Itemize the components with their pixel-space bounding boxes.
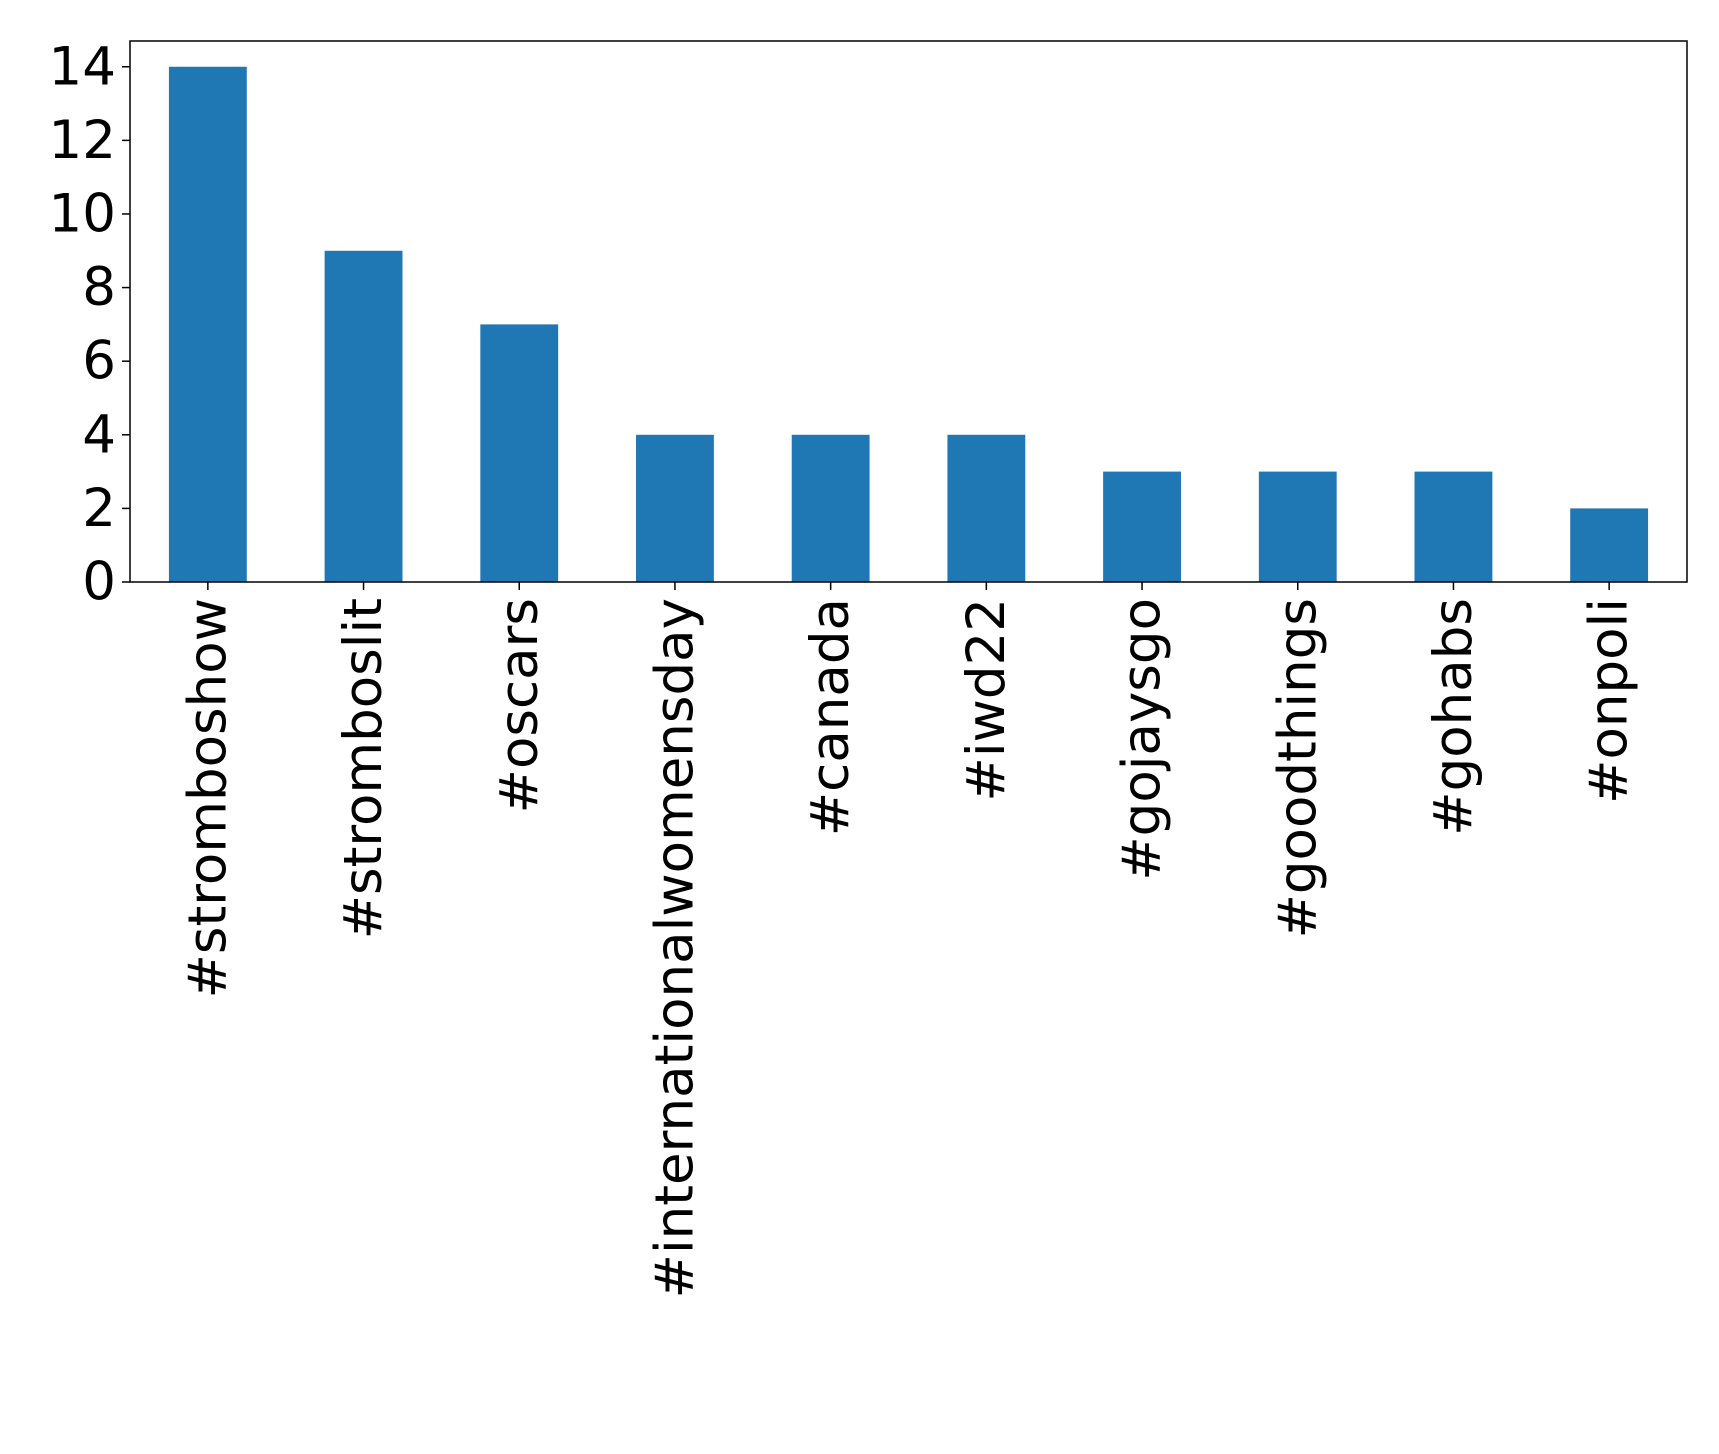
y-tick-label: 6 bbox=[82, 331, 116, 392]
y-tick-label: 0 bbox=[82, 552, 116, 613]
y-tick-label: 14 bbox=[49, 36, 116, 97]
x-tick-label: #oscars bbox=[489, 598, 550, 813]
y-tick-label: 10 bbox=[49, 183, 116, 244]
x-tick-label: #goodthings bbox=[1267, 598, 1328, 939]
y-tick-label: 8 bbox=[82, 257, 116, 318]
bar bbox=[1258, 471, 1337, 582]
y-tick-label: 12 bbox=[49, 110, 116, 171]
x-tick-label: #iwd22 bbox=[956, 598, 1017, 802]
bar bbox=[480, 324, 559, 582]
y-tick-label: 2 bbox=[82, 478, 116, 539]
bar bbox=[636, 434, 714, 582]
x-tick-label: #gojaysgo bbox=[1112, 598, 1173, 881]
bar bbox=[1103, 471, 1181, 582]
y-tick-label: 4 bbox=[82, 404, 116, 465]
x-tick-label: #stromboslit bbox=[333, 598, 394, 939]
bar bbox=[947, 434, 1026, 582]
x-tick-label: #stromboshow bbox=[177, 598, 238, 999]
x-tick-label: #onpoli bbox=[1579, 598, 1640, 804]
bar bbox=[1414, 471, 1493, 582]
bar bbox=[168, 66, 247, 582]
x-tick-label: #gohabs bbox=[1423, 598, 1484, 836]
x-tick-label: #internationalwomensday bbox=[644, 598, 705, 1298]
x-tick-label: #canada bbox=[800, 598, 861, 836]
bar bbox=[324, 250, 403, 582]
plot-frame bbox=[129, 40, 1688, 583]
bar bbox=[791, 434, 870, 582]
bar bbox=[1570, 508, 1649, 582]
